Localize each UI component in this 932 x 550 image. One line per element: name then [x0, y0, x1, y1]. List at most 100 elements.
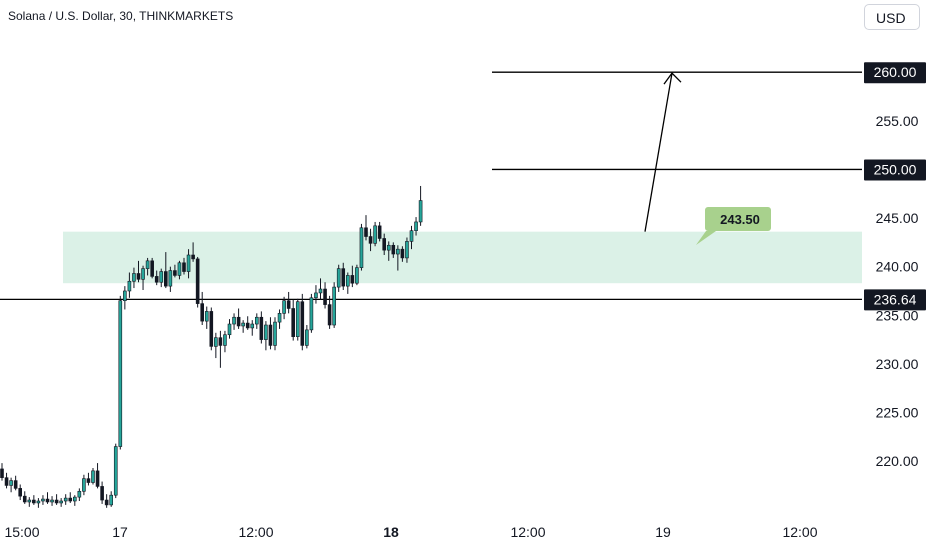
currency-button[interactable]: USD: [864, 4, 920, 30]
candle-body: [332, 286, 336, 326]
candle-body: [418, 200, 423, 223]
x-tick-label: 17: [112, 524, 128, 540]
candle-body: [345, 275, 350, 287]
candle: [109, 491, 113, 507]
candle-body: [318, 288, 323, 294]
candle: [159, 268, 164, 288]
candle: [173, 264, 177, 278]
candle-body: [300, 301, 305, 346]
candle: [127, 272, 132, 298]
candle-body: [386, 244, 391, 251]
candle-body: [82, 478, 86, 492]
candle: [350, 265, 355, 288]
candle: [73, 495, 77, 506]
y-tick-label: 235.00: [876, 307, 919, 323]
candle-body: [323, 288, 327, 305]
candle: [282, 296, 286, 320]
candle-body: [50, 499, 54, 503]
candle-body: [150, 260, 154, 277]
candle-body: [273, 321, 277, 346]
candle-body: [227, 323, 232, 336]
candle-body: [236, 316, 241, 327]
candle: [150, 257, 154, 279]
candle-body: [73, 496, 77, 502]
candle-body: [396, 248, 400, 255]
price-callout-label: 243.50: [720, 212, 760, 227]
x-tick-label: 15:00: [4, 524, 39, 540]
candle: [396, 245, 400, 271]
candle: [286, 291, 291, 314]
candle: [418, 185, 423, 226]
candle: [168, 266, 173, 292]
candle-body: [63, 497, 68, 502]
candle: [145, 257, 150, 276]
candle: [123, 286, 127, 310]
candle-body: [295, 301, 300, 337]
candle-body: [41, 498, 45, 502]
candle-body: [123, 290, 127, 302]
candle-body: [341, 268, 346, 287]
candle: [355, 264, 359, 286]
candle: [54, 494, 59, 505]
candle: [164, 252, 168, 289]
price-callout-bubble: [696, 207, 771, 245]
candle: [414, 217, 418, 236]
candle: [141, 265, 145, 291]
price-label: 236.64: [874, 291, 917, 307]
candle-body: [136, 273, 141, 280]
candle: [314, 285, 318, 304]
price-label-box: [864, 159, 926, 181]
candle-body: [186, 254, 191, 272]
projection-arrow: [644, 73, 673, 232]
candle: [373, 221, 377, 247]
candle: [13, 475, 18, 491]
candle: [309, 293, 314, 333]
candle-body: [32, 499, 36, 504]
candle: [227, 319, 232, 339]
candle-body: [214, 337, 218, 347]
candle-body: [286, 300, 291, 309]
candle-body: [291, 308, 296, 337]
candle: [400, 246, 405, 262]
candle: [405, 237, 409, 263]
candle: [136, 260, 141, 283]
candle: [291, 299, 296, 341]
candle: [0, 463, 4, 481]
candle-body: [54, 499, 59, 504]
candle-body: [355, 267, 359, 284]
candle: [36, 498, 41, 508]
candle: [41, 495, 45, 505]
y-tick-label: 240.00: [876, 259, 919, 275]
candle: [341, 262, 346, 291]
x-tick-label: 12:00: [510, 524, 545, 540]
candle: [218, 330, 223, 368]
candle-body: [305, 329, 309, 346]
x-tick-label: 19: [655, 524, 671, 540]
candle: [318, 278, 323, 300]
candle-body: [268, 324, 273, 346]
y-tick-label: 245.00: [876, 210, 919, 226]
candle: [177, 260, 182, 280]
candle-body: [27, 499, 32, 503]
candle: [295, 298, 300, 341]
candle: [27, 497, 32, 507]
candle-body: [400, 248, 405, 259]
candle: [113, 443, 118, 499]
candle-body: [177, 262, 182, 276]
candle: [232, 313, 236, 330]
candle-body: [350, 275, 355, 284]
candle: [86, 472, 91, 486]
candle: [4, 472, 9, 489]
candle: [154, 270, 159, 286]
candle-body: [373, 225, 377, 244]
accumulation-zone: [63, 231, 862, 284]
candle: [32, 495, 36, 505]
candle: [77, 488, 82, 502]
candle-body: [154, 276, 159, 283]
candle: [204, 306, 209, 329]
candle-body: [36, 500, 41, 504]
candle-body: [259, 316, 264, 340]
candle-body: [314, 292, 318, 299]
candle-body: [218, 337, 223, 346]
